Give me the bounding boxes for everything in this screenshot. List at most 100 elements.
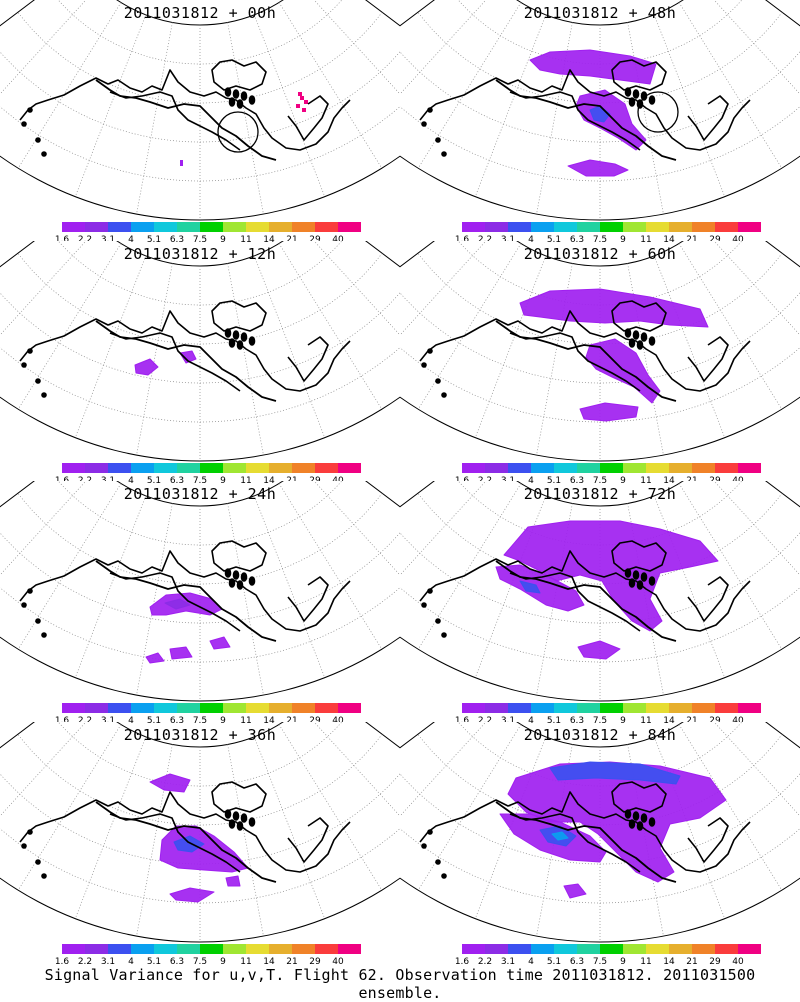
coastline-segment	[611, 781, 667, 813]
island	[628, 578, 636, 588]
island	[248, 336, 256, 346]
color-bar-swatch	[269, 703, 292, 713]
color-bar-label: 40	[732, 716, 744, 726]
meridian-line	[536, 744, 573, 937]
map-canvas: 1.6 2.2 3.1 4 5.1 6.3 7.5 9 11 14 21 29 40	[0, 481, 400, 726]
map-panel-36h: 1.6 2.2 3.1 4 5.1 6.3 7.5 9 11 14 21 29 40 201103181…	[0, 722, 400, 967]
panel-title: 2011031812 + 00h	[123, 4, 277, 22]
color-bar-label: 40	[732, 235, 744, 245]
color-bar-swatch	[338, 222, 361, 232]
color-bar-label: 21	[686, 957, 697, 967]
color-bar-swatch	[85, 463, 108, 473]
color-bar-label: 7.5	[593, 716, 607, 726]
island	[41, 873, 47, 879]
variance-contour-fill	[302, 108, 306, 112]
color-bar-label: 21	[286, 716, 297, 726]
color-bar-swatch	[338, 463, 361, 473]
variance-contour-fill	[180, 160, 183, 166]
coastline-segment	[109, 91, 241, 151]
meridian-line	[627, 744, 664, 937]
meridian-line	[74, 14, 147, 197]
color-bar-swatch	[131, 222, 154, 232]
color-bar-swatch	[269, 463, 292, 473]
color-bar-label: 3.1	[501, 235, 515, 245]
latitude-circle	[0, 828, 400, 904]
latitude-circle	[400, 106, 800, 182]
variance-contour-fill	[579, 402, 639, 422]
island	[427, 107, 433, 113]
color-bar-label: 9	[620, 235, 626, 245]
island	[27, 107, 33, 113]
meridian-line	[227, 744, 264, 937]
color-bar-swatch	[462, 463, 485, 473]
color-bar-label: 5.1	[547, 235, 561, 245]
color-bar-label: 9	[620, 957, 626, 967]
island	[632, 811, 640, 821]
coastline-segment	[509, 332, 641, 392]
coastline-segment	[509, 572, 641, 632]
meridian-line	[227, 22, 264, 215]
color-bar-label: 29	[709, 957, 721, 967]
color-bar-swatch	[692, 944, 715, 954]
coastline	[419, 59, 751, 161]
color-bar-swatch	[200, 463, 223, 473]
color-bar-swatch	[554, 703, 577, 713]
meridian-line	[253, 255, 326, 438]
color-bar-label: 7.5	[193, 476, 207, 486]
meridian-line	[278, 483, 383, 650]
color-bar-swatch	[177, 463, 200, 473]
color-bar-label: 11	[240, 235, 251, 245]
panel-title: 2011031812 + 36h	[123, 726, 277, 744]
color-bar-label: 3.1	[101, 716, 115, 726]
color-bar-swatch	[338, 944, 361, 954]
island	[21, 602, 27, 608]
coastline-segment	[19, 69, 351, 151]
island	[636, 821, 644, 831]
island	[427, 829, 433, 835]
color-bar-label: 9	[220, 235, 226, 245]
color-bar-label: 6.3	[570, 235, 584, 245]
island	[441, 632, 447, 638]
color-bar-label: 2.2	[78, 235, 92, 245]
island	[248, 817, 256, 827]
color-bar-swatch	[646, 944, 669, 954]
meridian-line	[627, 22, 664, 215]
color-bar-label: 5.1	[147, 716, 161, 726]
color-bar-label: 2.2	[78, 716, 92, 726]
color-bar-label: 3.1	[501, 957, 515, 967]
island	[41, 151, 47, 157]
island	[624, 568, 632, 578]
color-bar-swatch	[600, 463, 623, 473]
color-bar-label: 40	[732, 957, 744, 967]
island	[640, 813, 648, 823]
color-bar-swatch	[154, 463, 177, 473]
island	[435, 137, 441, 143]
island	[441, 873, 447, 879]
color-bar-label: 14	[263, 716, 275, 726]
meridian-line	[474, 736, 547, 919]
color-bar-swatch	[715, 463, 738, 473]
island	[441, 392, 447, 398]
island	[248, 576, 256, 586]
latitude-circle	[400, 828, 800, 904]
island	[232, 811, 240, 821]
color-bar-swatch	[669, 703, 692, 713]
meridian-line	[653, 736, 726, 919]
island	[427, 588, 433, 594]
latitude-circle	[400, 347, 800, 423]
coastline-segment	[287, 576, 329, 622]
meridian-line	[227, 503, 264, 696]
variance-contour-fill	[551, 831, 569, 841]
color-bar-label: 14	[263, 235, 275, 245]
island	[421, 843, 427, 849]
color-bar-swatch	[315, 463, 338, 473]
color-bar-swatch	[508, 944, 531, 954]
color-bar-label: 2.2	[478, 716, 492, 726]
island	[648, 576, 656, 586]
coastline-segment	[287, 817, 329, 863]
island	[224, 87, 232, 97]
color-bar-label: 5.1	[547, 957, 561, 967]
color-bar-swatch	[85, 703, 108, 713]
latitude-circle	[57, 722, 343, 787]
